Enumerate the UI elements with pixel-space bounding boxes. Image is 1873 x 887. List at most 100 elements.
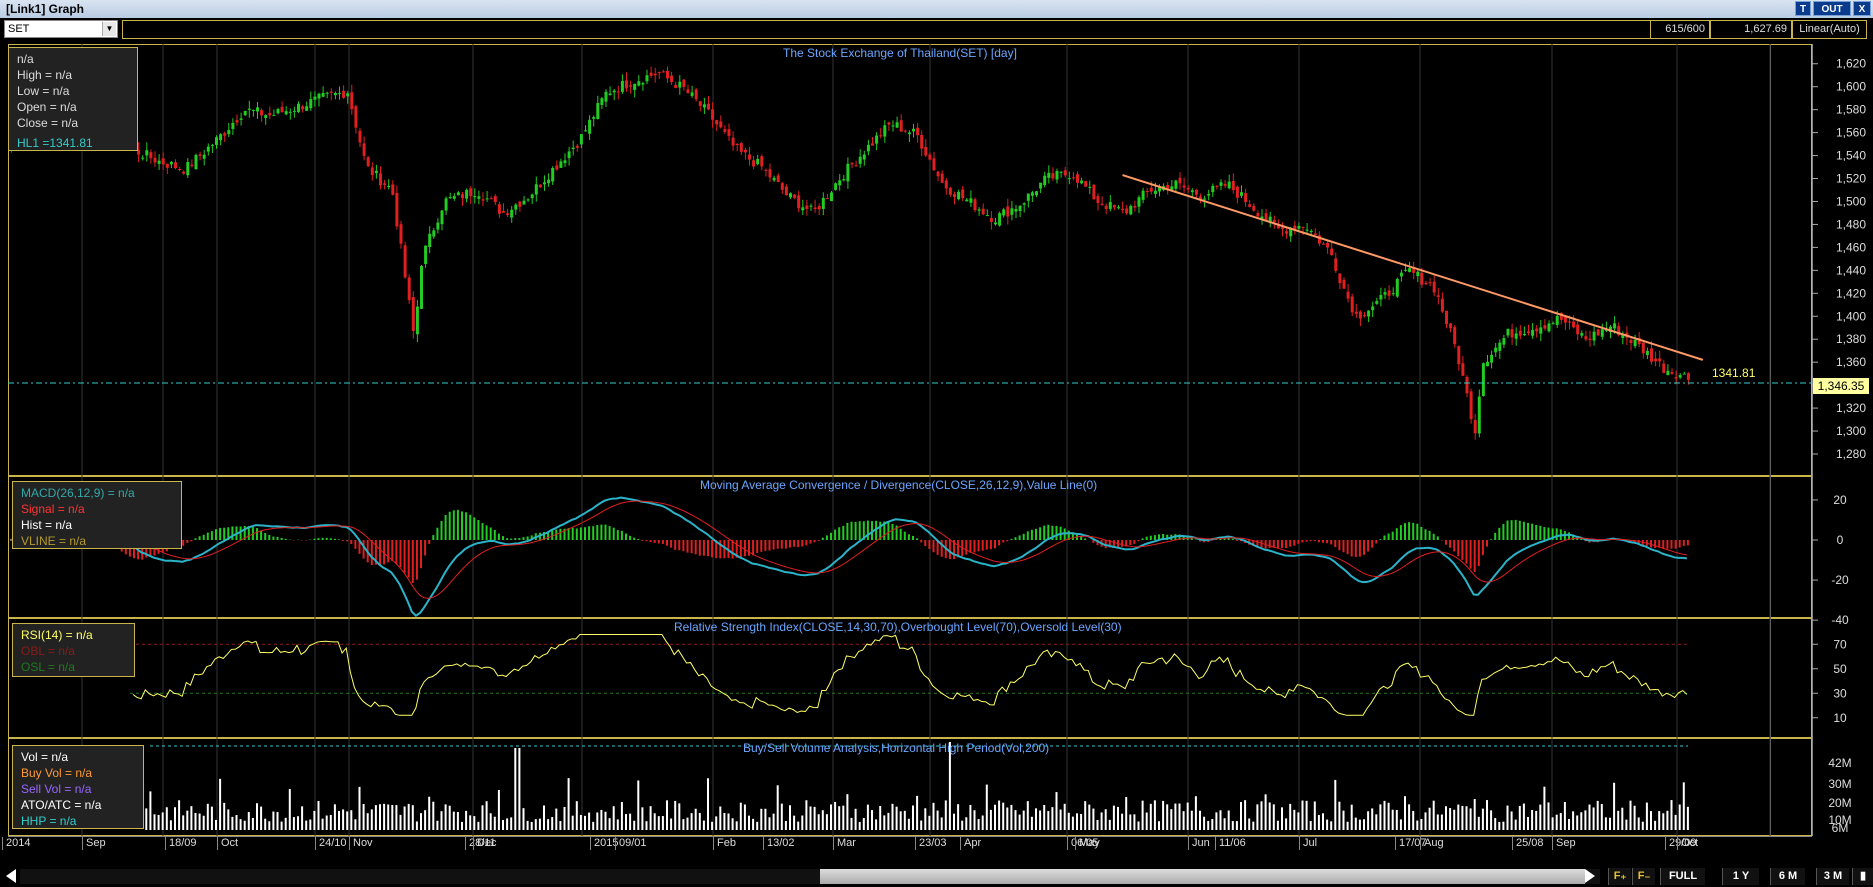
scale-mode[interactable]: Linear(Auto) — [1792, 20, 1867, 39]
rsi-line — [132, 633, 1688, 716]
price-panel — [8, 44, 1812, 476]
volume-bar — [1650, 811, 1652, 830]
zoom-in-icon[interactable]: F₊ — [1608, 868, 1631, 885]
candle-body — [1018, 205, 1022, 212]
candle-body — [1313, 233, 1317, 235]
time-axis-label: May — [1075, 837, 1100, 850]
close-button[interactable]: X — [1853, 1, 1871, 16]
candle-body — [538, 184, 542, 188]
chevron-down-icon[interactable]: ▼ — [102, 22, 116, 36]
legend-high: High = n/a — [17, 68, 73, 82]
volume-bar — [219, 778, 222, 830]
volume-bar — [284, 817, 287, 830]
candle-body — [1654, 358, 1658, 362]
candle-body — [317, 93, 321, 99]
out-button[interactable]: OUT — [1813, 1, 1851, 16]
scroll-thumb[interactable] — [820, 869, 1585, 884]
volume-bar — [903, 810, 906, 830]
candle-body — [223, 133, 227, 136]
time-axis-label: Oct — [217, 837, 238, 850]
candle-body — [1428, 282, 1432, 284]
candle-body — [1301, 226, 1305, 228]
candle-body — [1613, 323, 1617, 329]
price-tick-label: 1,420 — [1836, 286, 1866, 300]
candle-body — [280, 106, 284, 113]
candle-body — [567, 151, 571, 159]
volume-bar — [1313, 801, 1316, 830]
candle-body — [1305, 229, 1309, 231]
range-full-button[interactable]: FULL — [1660, 868, 1705, 885]
legend-hist: Hist = n/a — [21, 518, 73, 532]
volume-bar — [518, 748, 521, 830]
volume-bar — [1297, 812, 1300, 830]
volume-bar — [338, 811, 340, 830]
volume-bar — [297, 816, 299, 830]
candle-body — [137, 149, 141, 155]
volume-bar — [1055, 792, 1058, 830]
volume-bar — [1424, 812, 1427, 830]
candle-body — [657, 72, 661, 74]
candle-body — [871, 143, 874, 146]
candle-body — [149, 152, 153, 159]
volume-bar — [1481, 808, 1484, 830]
volume-bar — [953, 813, 955, 830]
volume-bar — [1121, 813, 1124, 830]
t-button[interactable]: T — [1795, 1, 1811, 16]
current-price-badge: 1,346.35 — [1813, 378, 1869, 394]
candle-body — [854, 165, 858, 167]
candle-body — [584, 130, 587, 132]
candle-body — [502, 210, 505, 213]
volume-bar — [932, 802, 935, 830]
volume-bar — [235, 815, 238, 830]
range-1y-button[interactable]: 1 Y — [1722, 868, 1759, 885]
candle-body — [592, 117, 596, 119]
volume-bar — [1145, 812, 1148, 830]
volume-bar — [215, 819, 217, 830]
macd-line — [9, 496, 1688, 618]
volume-bar — [858, 821, 861, 830]
volume-bar — [1494, 818, 1497, 830]
volume-bar — [1108, 819, 1111, 830]
range-3m-button[interactable]: 3 M — [1816, 868, 1849, 885]
candle-body — [272, 114, 276, 116]
candle-body — [1235, 186, 1239, 198]
more-icon[interactable]: ▮ — [1852, 868, 1873, 885]
volume-bar — [374, 805, 377, 830]
volume-bar — [678, 803, 681, 830]
volume-bar — [432, 801, 435, 830]
candle-body — [916, 127, 920, 136]
volume-bar — [1084, 801, 1087, 830]
candle-body — [1506, 328, 1510, 336]
candle-body — [1498, 342, 1502, 351]
candle-body — [666, 70, 669, 79]
price-tick-label: 1,580 — [1836, 103, 1866, 117]
candle-body — [514, 204, 518, 210]
scroll-right-icon[interactable] — [1585, 869, 1595, 883]
candle-body — [1322, 243, 1325, 245]
candle-body — [461, 194, 464, 199]
volume-bar — [1432, 800, 1435, 830]
candle-body — [543, 182, 546, 185]
volume-bar — [1666, 810, 1669, 830]
volume-bar — [227, 809, 230, 830]
macd-tick-label: 20 — [1833, 493, 1847, 507]
candle-body — [1600, 329, 1604, 337]
legend-hhp: HHP = n/a — [21, 814, 77, 828]
candle-body — [834, 183, 838, 190]
volume-bar — [1076, 813, 1078, 830]
volume-bar — [789, 805, 791, 830]
signal-line — [9, 500, 1688, 599]
candle-body — [301, 106, 305, 110]
scroll-left-icon[interactable] — [6, 869, 16, 883]
symbol-select[interactable]: SET ▼ — [4, 20, 118, 38]
volume-bar — [1445, 806, 1447, 830]
range-6m-button[interactable]: 6 M — [1770, 868, 1805, 885]
volume-bar — [317, 800, 320, 830]
candle-body — [288, 111, 292, 113]
candle-body — [1252, 205, 1256, 211]
candle-body — [1334, 258, 1338, 271]
time-axis-label: 13/02 — [763, 837, 795, 850]
candle-body — [370, 167, 374, 176]
volume-bar — [1547, 802, 1550, 830]
zoom-out-icon[interactable]: F₋ — [1632, 868, 1655, 885]
